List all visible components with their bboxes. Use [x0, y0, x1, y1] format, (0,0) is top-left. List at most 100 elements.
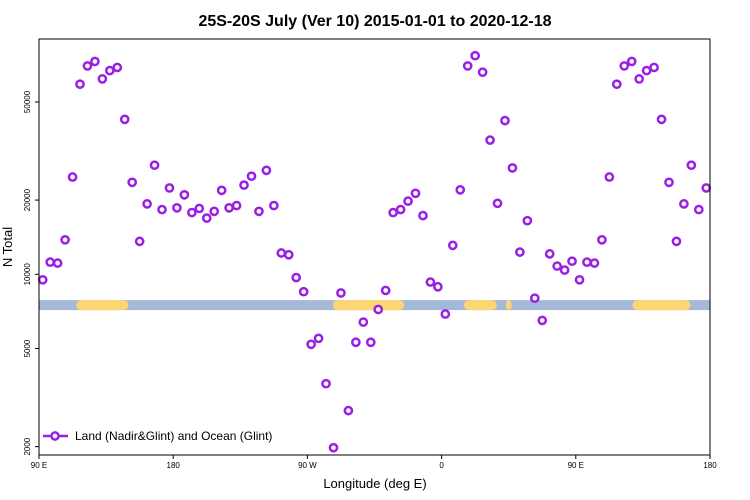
data-point [149, 160, 160, 171]
data-point [336, 288, 346, 298]
data-point [671, 236, 682, 247]
data-point [291, 272, 302, 283]
data-point [701, 183, 712, 193]
x-tick-label: 180 [703, 461, 717, 470]
data-point [403, 196, 413, 206]
x-tick-label: 0 [439, 461, 444, 470]
data-point [60, 234, 70, 245]
data-point [433, 281, 443, 292]
data-point [589, 258, 600, 268]
data-point [82, 61, 93, 71]
data-point [164, 183, 175, 193]
data-point [358, 317, 369, 327]
data-point [351, 337, 361, 348]
y-tick-label: 20000 [23, 188, 32, 211]
data-point [649, 62, 659, 73]
data-point [559, 265, 570, 275]
x-axis: 90 E 180 90 W 0 90 E 180 [31, 455, 717, 470]
data-point [276, 248, 287, 258]
data-point [239, 180, 249, 190]
data-point [186, 207, 197, 218]
data-point [157, 204, 167, 215]
data-point [440, 309, 451, 319]
land-segment [463, 300, 497, 311]
land-segment [632, 300, 691, 311]
data-point [179, 189, 190, 200]
data-point [552, 261, 563, 271]
legend: Land (Nadir&Glint) and Ocean (Glint) [43, 429, 272, 443]
y-tick-label: 10000 [23, 263, 32, 286]
data-point [127, 177, 138, 188]
data-point [283, 249, 294, 260]
x-tick-label: 90 W [298, 461, 317, 470]
data-point [112, 62, 123, 73]
data-point [447, 240, 458, 251]
data-point [492, 198, 503, 209]
data-point [52, 258, 63, 268]
y-axis: 2000 5000 10000 20000 50000 [23, 90, 39, 456]
data-point [485, 135, 495, 145]
data-point [269, 200, 279, 211]
data-point [201, 213, 212, 223]
data-point [515, 247, 525, 257]
data-point [246, 171, 257, 182]
data-point [641, 65, 652, 76]
data-point [544, 249, 555, 259]
data-point [567, 256, 577, 267]
data-point [216, 185, 227, 196]
data-point [90, 56, 100, 67]
data-point [477, 67, 488, 78]
plot-frame [38, 38, 711, 456]
data-point [686, 160, 697, 171]
data-point [418, 210, 428, 221]
land-segment [332, 300, 405, 311]
data-point [67, 172, 78, 182]
data-point [462, 61, 473, 71]
data-point [500, 115, 510, 126]
data-point [254, 206, 264, 217]
data-point [343, 405, 354, 416]
data-point [134, 236, 145, 247]
data-point [425, 277, 436, 287]
land-segment [505, 300, 512, 311]
data-point [328, 442, 339, 453]
data-point [455, 185, 466, 195]
chart-title: 25S-20S July (Ver 10) 2015-01-01 to 2020… [198, 13, 551, 30]
data-point [634, 74, 645, 84]
data-point [37, 274, 48, 285]
data-point [619, 61, 630, 71]
data-point [529, 293, 540, 304]
data-point [604, 172, 615, 182]
data-point [507, 163, 518, 173]
data-point [298, 286, 309, 297]
data-point [380, 285, 391, 296]
land-segment [76, 300, 129, 311]
x-tick-label: 90 E [31, 461, 47, 470]
y-axis-label: N Total [0, 227, 15, 267]
data-point [75, 79, 85, 90]
data-point [231, 200, 242, 211]
legend-label: Land (Nadir&Glint) and Ocean (Glint) [75, 429, 272, 443]
data-point [306, 339, 316, 350]
data-point [656, 114, 667, 125]
data-point [194, 203, 205, 214]
data-point [679, 199, 689, 209]
data-point [321, 378, 331, 389]
data-point [537, 315, 548, 326]
data-point [104, 65, 115, 76]
y-tick-label: 5000 [23, 339, 32, 357]
data-point [172, 202, 182, 213]
data-point [470, 50, 480, 61]
y-tick-label: 50000 [23, 90, 32, 113]
y-tick-label: 2000 [23, 437, 32, 455]
data-point [574, 274, 585, 285]
data-point [522, 215, 533, 226]
data-point [373, 304, 384, 315]
data-point [224, 202, 234, 213]
data-point [313, 333, 324, 344]
data-point [611, 79, 622, 90]
data-point [597, 234, 607, 245]
data-point [45, 257, 56, 268]
data-point [693, 204, 704, 215]
data-point [261, 165, 272, 176]
